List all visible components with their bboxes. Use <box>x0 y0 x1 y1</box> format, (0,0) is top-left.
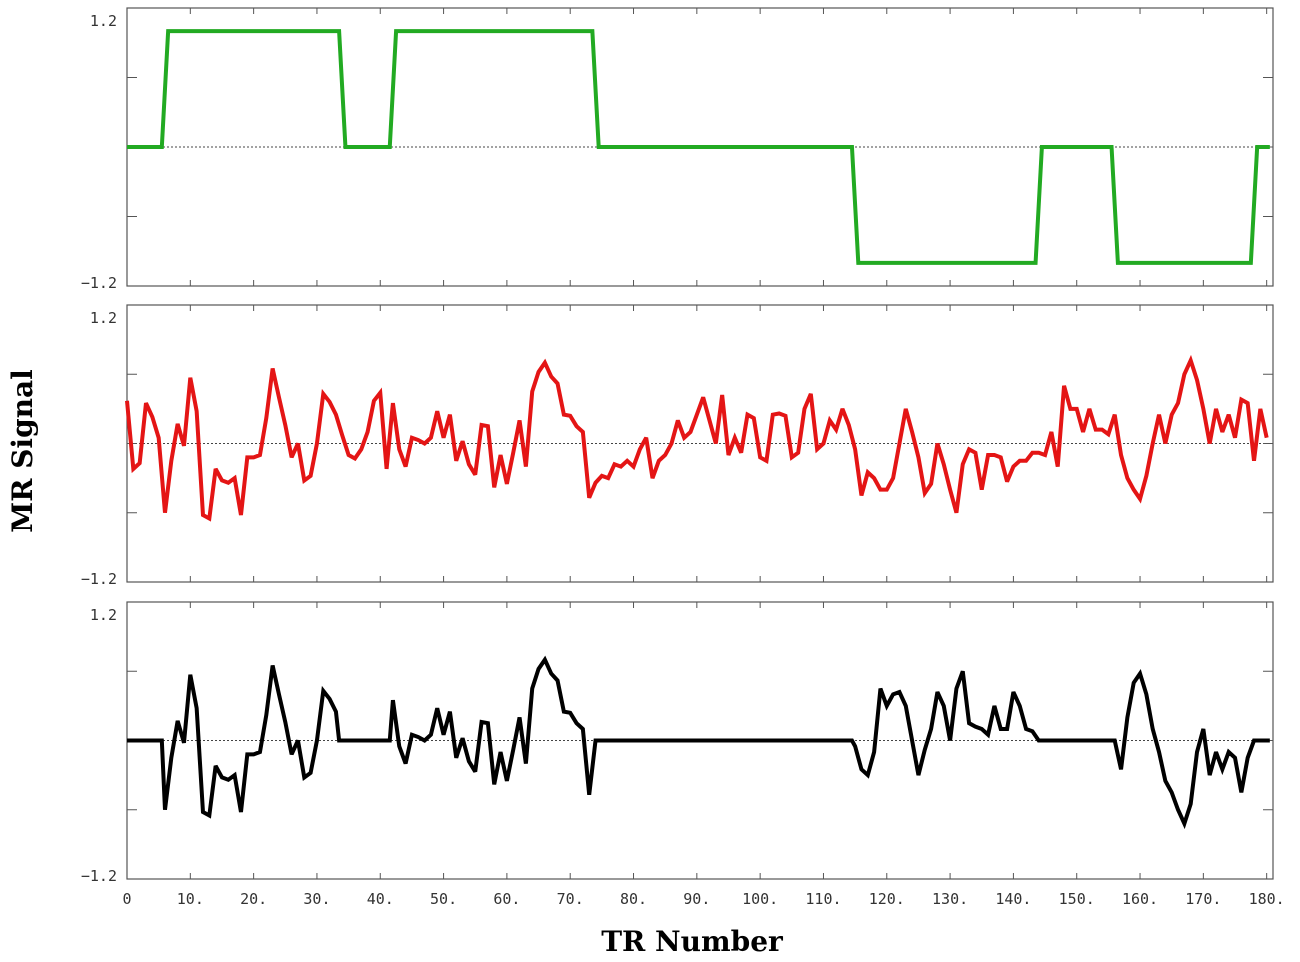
panel-3: 1.2 −1.2 <box>81 601 1274 885</box>
panel-1: 1.2 −1.2 <box>81 7 1274 292</box>
y-tick-label-bottom: −1.2 <box>81 570 117 588</box>
y-tick-label-top: 1.2 <box>90 309 117 327</box>
x-tick-label: 70. <box>557 890 584 908</box>
x-tick-label: 150. <box>1059 890 1095 908</box>
x-tick-label: 110. <box>805 890 841 908</box>
x-tick-label: 80. <box>620 890 647 908</box>
panel-2: 1.2 −1.2 <box>81 304 1274 588</box>
series-line-3 <box>127 655 1270 830</box>
x-axis-title: TR Number <box>601 925 784 958</box>
x-tick-label: 170. <box>1185 890 1221 908</box>
panels: 1.2 −1.2 1.2 −1.2 1.2 −1.2 <box>81 7 1274 885</box>
x-tick-label: 10. <box>177 890 204 908</box>
x-tick-label: 100. <box>742 890 778 908</box>
series-line-1 <box>127 29 1270 265</box>
x-tick-label: 50. <box>430 890 457 908</box>
x-tick-label: 120. <box>869 890 905 908</box>
x-tick-label: 30. <box>303 890 330 908</box>
y-tick-label-top: 1.2 <box>90 12 117 30</box>
y-tick-label-bottom: −1.2 <box>81 274 117 292</box>
x-tick-label: 130. <box>932 890 968 908</box>
x-tick-label: 20. <box>240 890 267 908</box>
y-tick-label-bottom: −1.2 <box>81 867 117 885</box>
x-tick-label: 90. <box>683 890 710 908</box>
x-tick-label: 180. <box>1249 890 1285 908</box>
x-tick-label: 140. <box>995 890 1031 908</box>
x-tick-label: 40. <box>367 890 394 908</box>
y-tick-label-top: 1.2 <box>90 606 117 624</box>
y-axis-title: MR Signal <box>6 369 39 533</box>
x-tick-label: 0 <box>122 890 131 908</box>
series-line-2 <box>125 354 1269 522</box>
x-tick-label: 60. <box>493 890 520 908</box>
x-tick-labels: 0 10. 20. 30. 40. 50. 60. 70. 80. 90. 100. 110. 120.… <box>122 890 1284 908</box>
x-tick-label: 160. <box>1122 890 1158 908</box>
